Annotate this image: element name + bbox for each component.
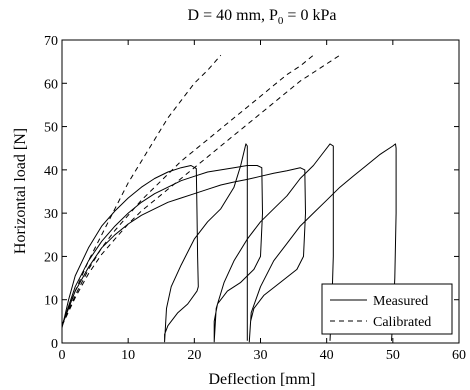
x-tick-label: 0 (59, 348, 66, 363)
x-tick-label: 30 (254, 348, 268, 363)
y-axis-label: Horizontal load [N] (12, 128, 29, 254)
chart-title-main: D = 40 mm, P (188, 7, 278, 24)
y-tick-label: 40 (44, 164, 58, 179)
x-tick-label: 40 (320, 348, 334, 363)
y-tick-label: 50 (44, 121, 58, 136)
legend-calibrated-label: Calibrated (373, 315, 431, 330)
x-tick-label: 50 (386, 348, 400, 363)
y-tick-label: 0 (51, 337, 58, 352)
curves-layer (61, 54, 397, 343)
calibrated-curve-1 (61, 54, 222, 326)
y-tick-label: 70 (44, 34, 58, 49)
measured-curve-2 (61, 143, 334, 343)
chart-title-subscript: 0 (278, 15, 284, 27)
x-axis-label: Deflection [mm] (208, 371, 315, 388)
legend: Measured Calibrated (321, 283, 453, 335)
x-tick-label: 10 (121, 348, 135, 363)
y-tick-label: 60 (44, 77, 58, 92)
chart-title-tail: = 0 kPa (283, 7, 336, 24)
y-tick-label: 30 (44, 207, 58, 222)
x-tick-label: 60 (452, 348, 466, 363)
y-tick-label: 10 (44, 294, 58, 309)
measured-curve-1 (61, 143, 248, 343)
x-tick-label: 20 (187, 348, 201, 363)
y-tick-label: 20 (44, 250, 58, 265)
axis-ticks: 0 10 20 30 40 50 60 0 10 20 30 40 50 60 70 (44, 34, 466, 363)
legend-box (321, 283, 453, 335)
measured-curve-3 (61, 143, 397, 343)
chart-title: D = 40 mm, P0 = 0 kPa (188, 7, 337, 27)
legend-measured-label: Measured (373, 294, 428, 309)
calibrated-curve-3 (61, 54, 341, 326)
calibrated-curve-2 (61, 54, 314, 326)
